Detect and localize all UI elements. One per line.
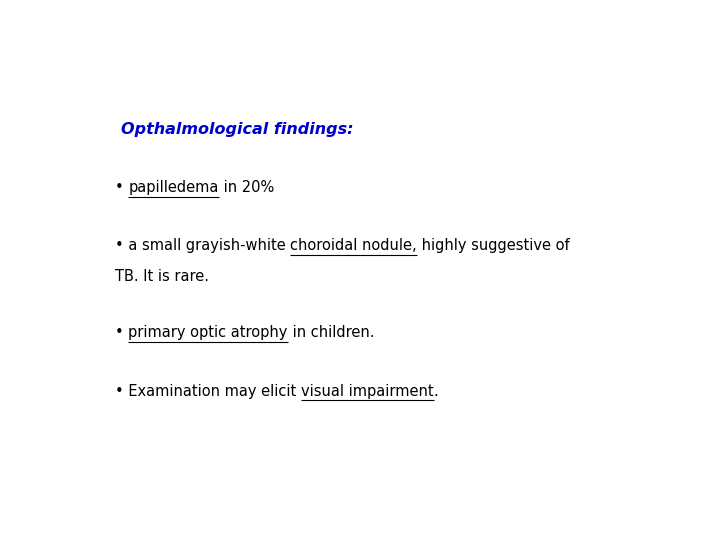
Text: • Examination may elicit: • Examination may elicit (115, 384, 301, 399)
Text: visual impairment: visual impairment (301, 384, 433, 399)
Text: in 20%: in 20% (219, 180, 274, 195)
Text: in children.: in children. (288, 326, 374, 341)
Text: .: . (433, 384, 438, 399)
Text: •: • (115, 180, 128, 195)
Text: choroidal nodule,: choroidal nodule, (290, 238, 417, 253)
Text: •: • (115, 326, 128, 341)
Text: Opthalmological findings:: Opthalmological findings: (121, 122, 354, 137)
Text: highly suggestive of: highly suggestive of (417, 238, 570, 253)
Text: primary optic atrophy: primary optic atrophy (128, 326, 288, 341)
Text: papilledema: papilledema (128, 180, 219, 195)
Text: • a small grayish-white: • a small grayish-white (115, 238, 290, 253)
Text: TB. It is rare.: TB. It is rare. (115, 269, 209, 285)
